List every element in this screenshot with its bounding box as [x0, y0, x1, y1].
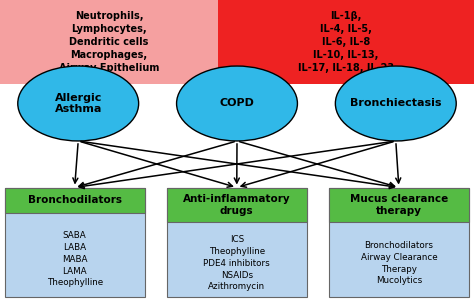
- Text: Mucus clearance
therapy: Mucus clearance therapy: [350, 194, 448, 216]
- Text: COPD: COPD: [219, 98, 255, 109]
- Text: Neutrophils,
Lymphocytes,
Dendritic cells
Macrophages,
Airway Epithelium: Neutrophils, Lymphocytes, Dendritic cell…: [59, 11, 159, 74]
- Bar: [329, 188, 469, 222]
- Text: Bronchiectasis: Bronchiectasis: [350, 98, 442, 109]
- Ellipse shape: [335, 66, 456, 141]
- Text: IL-1β,
IL-4, IL-5,
IL-6, IL-8
IL-10, IL-13,
IL-17, IL-18, IL-23: IL-1β, IL-4, IL-5, IL-6, IL-8 IL-10, IL-…: [298, 11, 394, 74]
- Bar: [5, 188, 145, 297]
- Bar: [218, 0, 474, 84]
- Ellipse shape: [176, 66, 298, 141]
- Text: Anti-inflammatory
drugs: Anti-inflammatory drugs: [183, 194, 291, 216]
- Ellipse shape: [18, 66, 138, 141]
- Text: SABA
LABA
MABA
LAMA
Theophylline: SABA LABA MABA LAMA Theophylline: [46, 231, 103, 287]
- Text: ICS
Theophylline
PDE4 inhibitors
NSAIDs
Azithromycin: ICS Theophylline PDE4 inhibitors NSAIDs …: [203, 235, 270, 291]
- Text: Bronchodilators: Bronchodilators: [27, 195, 122, 205]
- Bar: [0, 0, 218, 84]
- Text: Allergic
Asthma: Allergic Asthma: [55, 93, 102, 114]
- Bar: [167, 188, 307, 297]
- Text: Bronchodilators
Airway Clearance
Therapy
Mucolytics: Bronchodilators Airway Clearance Therapy…: [361, 241, 437, 286]
- Bar: [329, 188, 469, 297]
- Bar: [5, 188, 145, 213]
- Bar: [167, 188, 307, 222]
